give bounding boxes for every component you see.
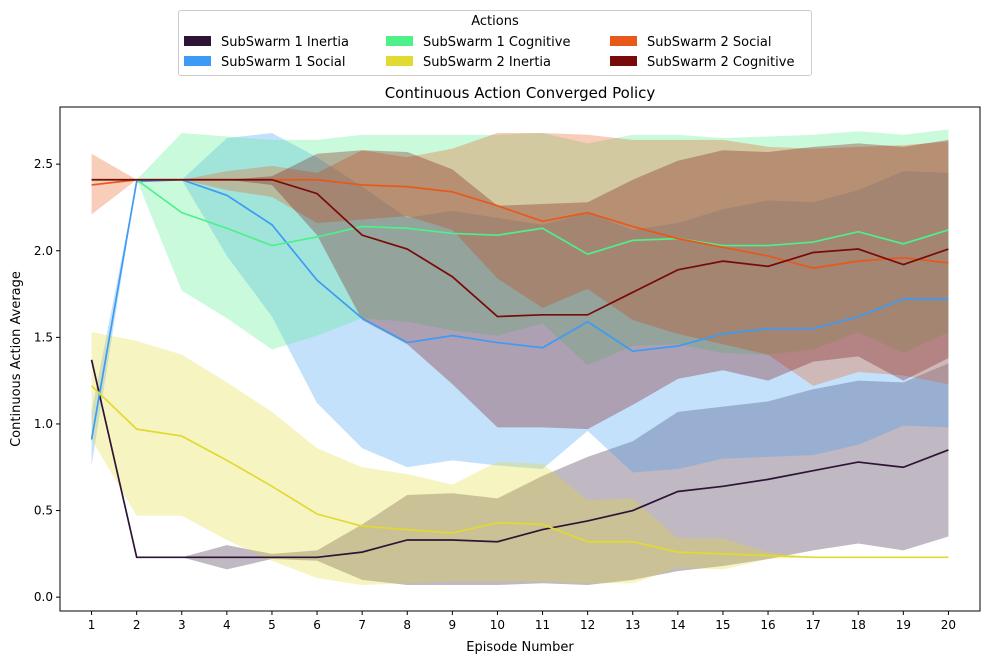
x-tick-label: 11: [535, 618, 550, 632]
band-series-2: [91, 132, 949, 473]
y-axis-ticks: 0.0 0.5 1.0 1.5 2.0 2.5: [34, 157, 60, 604]
legend-swatch: [610, 56, 637, 66]
line-series-2: [90, 178, 949, 440]
legend-item: SubSwarm 1 Cognitive: [386, 35, 570, 50]
legend-item: SubSwarm 1 Social: [184, 55, 345, 70]
legend-label: SubSwarm 1 Social: [221, 55, 346, 70]
legend-item: SubSwarm 2 Social: [610, 35, 771, 50]
legend-item: SubSwarm 1 Inertia: [184, 35, 349, 50]
x-tick-label: 17: [805, 618, 820, 632]
x-tick-label: 16: [760, 618, 775, 632]
legend-label: SubSwarm 2 Social: [647, 35, 772, 50]
legend-swatch: [386, 36, 413, 46]
x-tick-label: 12: [580, 618, 595, 632]
y-tick-label: 2.5: [34, 157, 53, 171]
x-tick-label: 10: [490, 618, 505, 632]
y-axis-label: Continuous Action Average: [9, 271, 24, 447]
series-lines: [90, 178, 949, 559]
legend-item: SubSwarm 2 Inertia: [386, 55, 551, 70]
band-series-6: [91, 139, 949, 430]
x-tick-label: 14: [670, 618, 685, 632]
x-tick-label: 20: [941, 618, 956, 632]
x-tick-label: 15: [715, 618, 730, 632]
legend-title: Actions: [471, 14, 519, 29]
x-axis-ticks: 1 2 3 4 5 6 7 8 9 10 11 12 13 14 15 16 17 18 19 20: [88, 611, 956, 632]
band-series-5: [91, 132, 949, 386]
x-tick-label: 9: [449, 618, 457, 632]
y-tick-label: 0.5: [34, 504, 53, 518]
line-series-1: [90, 359, 949, 559]
x-tick-label: 5: [268, 618, 276, 632]
band-series-4: [91, 332, 949, 586]
x-tick-label: 19: [896, 618, 911, 632]
x-axis-label: Episode Number: [466, 640, 574, 655]
legend-label: SubSwarm 2 Cognitive: [647, 55, 795, 70]
legend-swatch: [610, 36, 637, 46]
legend-swatch: [386, 56, 413, 66]
legend-item: SubSwarm 2 Cognitive: [610, 55, 794, 70]
legend-swatch: [184, 56, 211, 66]
legend: Actions SubSwarm 1 Inertia SubSwarm 1 Soc…: [178, 10, 812, 76]
x-tick-label: 6: [313, 618, 321, 632]
line-series-3: [91, 178, 949, 256]
x-tick-label: 8: [403, 618, 411, 632]
line-series-6: [91, 178, 949, 318]
x-tick-label: 4: [223, 618, 231, 632]
plot-frame: [59, 106, 981, 612]
chart-title: Continuous Action Converged Policy: [385, 84, 656, 102]
legend-swatch: [184, 36, 211, 46]
x-tick-label: 13: [625, 618, 640, 632]
confidence-bands: [91, 129, 949, 586]
band-series-1: [91, 359, 949, 586]
y-tick-label: 2.0: [34, 244, 53, 258]
x-tick-label: 1: [88, 618, 96, 632]
line-series-4: [90, 385, 949, 559]
x-tick-label: 18: [851, 618, 866, 632]
band-series-3: [91, 129, 949, 366]
legend-label: SubSwarm 1 Inertia: [221, 35, 350, 50]
x-tick-label: 7: [358, 618, 366, 632]
y-tick-label: 1.5: [34, 330, 53, 344]
y-tick-label: 1.0: [34, 417, 53, 431]
x-tick-label: 2: [133, 618, 141, 632]
legend-label: SubSwarm 2 Inertia: [423, 55, 552, 70]
y-tick-label: 0.0: [34, 590, 53, 604]
x-tick-label: 3: [178, 618, 186, 632]
legend-label: SubSwarm 1 Cognitive: [423, 35, 571, 50]
